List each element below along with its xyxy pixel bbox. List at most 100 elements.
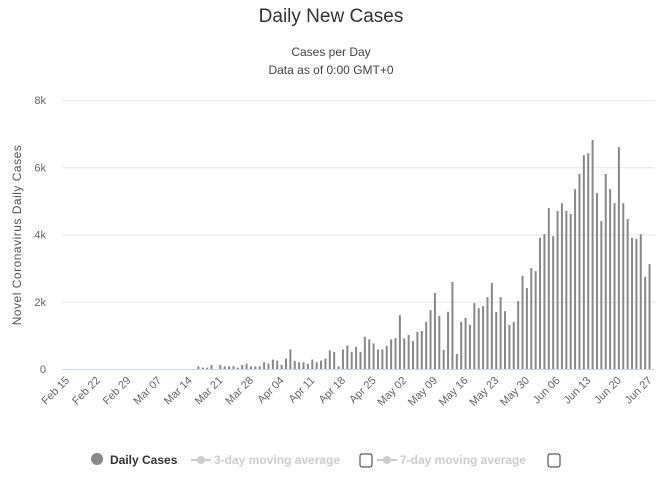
bar[interactable]: [398, 315, 401, 369]
bar[interactable]: [236, 367, 239, 369]
bar[interactable]: [228, 366, 231, 369]
bar[interactable]: [609, 189, 612, 369]
bar[interactable]: [587, 153, 590, 369]
bar[interactable]: [293, 360, 296, 369]
bar[interactable]: [271, 359, 274, 369]
bar[interactable]: [420, 331, 423, 369]
bar[interactable]: [477, 308, 480, 369]
bar[interactable]: [552, 236, 555, 369]
bar[interactable]: [639, 234, 642, 369]
bar[interactable]: [403, 338, 406, 369]
bar[interactable]: [267, 363, 270, 369]
bar[interactable]: [517, 301, 520, 369]
bar[interactable]: [320, 360, 323, 369]
bar[interactable]: [201, 367, 204, 369]
bar[interactable]: [644, 276, 647, 369]
bar[interactable]: [355, 346, 358, 369]
bar[interactable]: [254, 366, 257, 369]
bar[interactable]: [473, 303, 476, 369]
bar[interactable]: [285, 358, 287, 369]
bar[interactable]: [455, 354, 458, 369]
bar[interactable]: [263, 362, 266, 369]
bar[interactable]: [350, 351, 353, 369]
bar[interactable]: [276, 360, 279, 369]
bar[interactable]: [376, 349, 379, 369]
bar[interactable]: [617, 147, 620, 369]
bar[interactable]: [258, 366, 261, 369]
7-day-average-checkbox[interactable]: [547, 453, 561, 468]
bar[interactable]: [390, 339, 393, 369]
bar[interactable]: [512, 321, 515, 369]
bar[interactable]: [508, 324, 511, 369]
legend-item-3-day-average[interactable]: 3-day moving average: [191, 453, 373, 468]
bar[interactable]: [626, 219, 629, 369]
bar[interactable]: [495, 311, 498, 369]
bar[interactable]: [468, 324, 471, 369]
bar[interactable]: [368, 339, 371, 369]
bar[interactable]: [451, 281, 454, 369]
bar[interactable]: [385, 345, 388, 369]
bar[interactable]: [433, 293, 436, 369]
bar[interactable]: [429, 310, 432, 369]
bar[interactable]: [569, 213, 572, 369]
bar[interactable]: [556, 210, 559, 369]
legend-item-daily-cases[interactable]: Daily Cases: [91, 453, 178, 467]
bar[interactable]: [591, 140, 594, 369]
bar[interactable]: [219, 364, 222, 369]
bar[interactable]: [407, 335, 410, 369]
bar[interactable]: [289, 349, 292, 369]
bar[interactable]: [232, 366, 235, 369]
bar[interactable]: [359, 351, 362, 369]
bar[interactable]: [539, 237, 542, 369]
bar[interactable]: [521, 275, 524, 369]
3-day-average-checkbox[interactable]: [359, 453, 373, 468]
bar[interactable]: [210, 364, 213, 369]
bar[interactable]: [547, 207, 550, 369]
bar[interactable]: [499, 297, 502, 369]
bar[interactable]: [341, 349, 344, 369]
bar[interactable]: [337, 366, 340, 369]
bar[interactable]: [438, 315, 441, 369]
bar[interactable]: [306, 363, 309, 369]
bar[interactable]: [249, 366, 252, 369]
bar[interactable]: [241, 364, 244, 369]
bar[interactable]: [324, 358, 327, 369]
bar[interactable]: [578, 173, 581, 369]
bar[interactable]: [206, 367, 209, 369]
bar[interactable]: [412, 341, 415, 369]
bar[interactable]: [245, 363, 248, 369]
bar[interactable]: [223, 366, 226, 369]
bar[interactable]: [482, 306, 485, 369]
bar[interactable]: [534, 271, 537, 369]
bar[interactable]: [311, 359, 314, 369]
bar[interactable]: [613, 203, 616, 369]
bar[interactable]: [490, 282, 493, 369]
bar[interactable]: [622, 203, 625, 369]
bar[interactable]: [372, 343, 375, 369]
bar[interactable]: [530, 268, 533, 369]
bar[interactable]: [460, 321, 463, 369]
bar[interactable]: [648, 264, 651, 369]
bar[interactable]: [363, 336, 366, 369]
bar[interactable]: [280, 364, 283, 369]
bar[interactable]: [394, 338, 397, 369]
bar[interactable]: [298, 362, 301, 369]
bar[interactable]: [315, 362, 318, 369]
bar[interactable]: [346, 345, 349, 369]
bar[interactable]: [543, 234, 546, 369]
legend-item-7-day-average[interactable]: 7-day moving average: [377, 453, 561, 468]
bar[interactable]: [565, 210, 568, 369]
bar[interactable]: [560, 203, 563, 369]
bar[interactable]: [442, 350, 445, 369]
bar[interactable]: [635, 238, 638, 369]
bar[interactable]: [504, 311, 506, 369]
bar[interactable]: [302, 362, 305, 369]
bar[interactable]: [425, 321, 428, 369]
bar[interactable]: [381, 349, 384, 369]
bar[interactable]: [464, 317, 467, 369]
bar[interactable]: [328, 350, 331, 369]
bar[interactable]: [486, 297, 489, 369]
bar[interactable]: [574, 189, 577, 369]
bar[interactable]: [595, 193, 598, 369]
bar[interactable]: [525, 287, 528, 369]
